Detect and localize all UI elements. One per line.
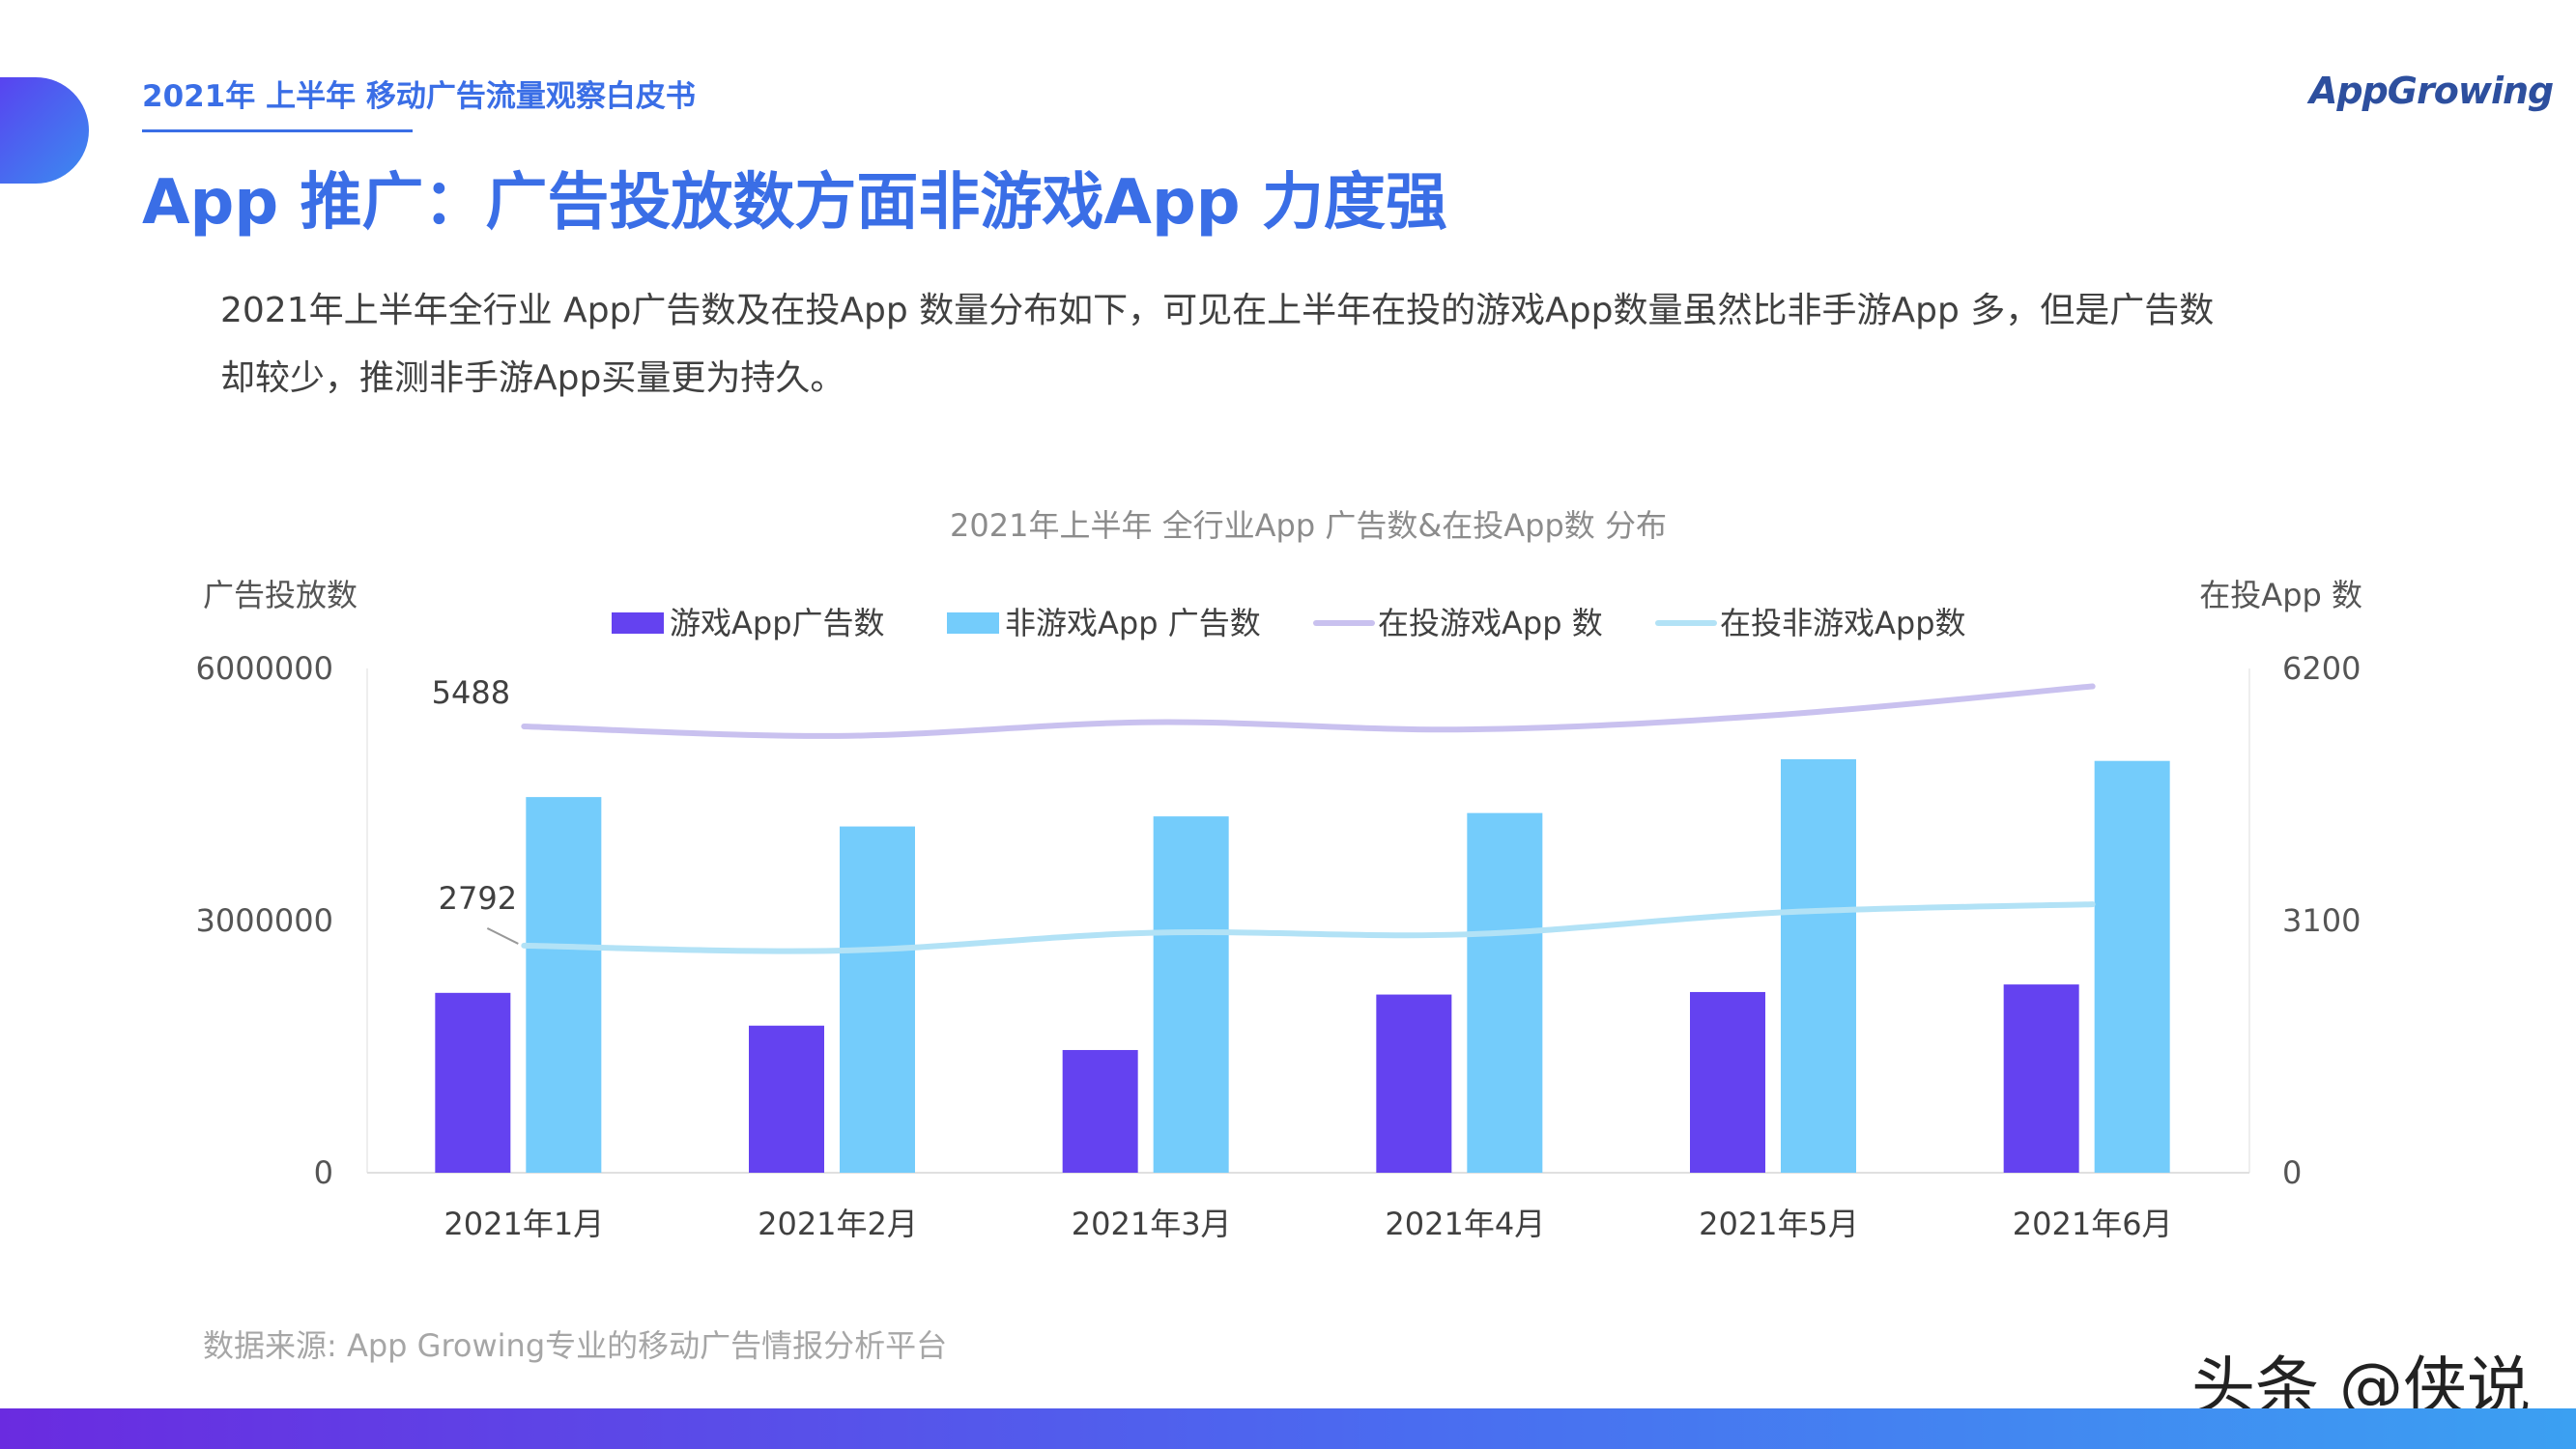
bar xyxy=(1781,758,1856,1173)
legend-label: 游戏App广告数 xyxy=(670,605,885,641)
legend-label: 在投非游戏App数 xyxy=(1720,605,1966,641)
description-line-2: 却较少，推测非手游App买量更为持久。 xyxy=(220,358,845,398)
bar xyxy=(840,826,915,1173)
y-tick-label: 3000000 xyxy=(195,902,333,939)
bar xyxy=(1376,994,1452,1173)
y-tick-label: 6000000 xyxy=(195,650,333,687)
bar xyxy=(435,992,511,1173)
y-tick-label: 0 xyxy=(314,1154,333,1191)
description: 2021年上半年全行业 App广告数及在投App 数量分布如下，可见在上半年在投… xyxy=(220,277,2385,412)
source-note: 数据来源: App Growing专业的移动广告情报分析平台 xyxy=(203,1327,948,1364)
y2-tick-label: 0 xyxy=(2282,1154,2302,1191)
x-tick-label: 2021年2月 xyxy=(758,1206,918,1242)
y2-tick-label: 3100 xyxy=(2282,902,2361,939)
x-tick-label: 2021年6月 xyxy=(2013,1206,2173,1242)
series-line xyxy=(521,901,2096,954)
legend-swatch xyxy=(612,612,664,634)
y2-tick-label: 6200 xyxy=(2282,650,2361,687)
series-line xyxy=(521,683,2096,739)
legend-swatch xyxy=(947,612,999,634)
bar xyxy=(1690,991,1765,1173)
brand-logo: AppGrowing xyxy=(2309,70,2554,112)
bar xyxy=(1062,1049,1138,1173)
x-tick-label: 2021年3月 xyxy=(1072,1206,1232,1242)
x-tick-label: 2021年5月 xyxy=(1699,1206,1859,1242)
legend-label: 在投游戏App 数 xyxy=(1378,605,1603,641)
decorative-blob xyxy=(0,77,89,184)
data-label: 5488 xyxy=(432,674,510,711)
legend-label: 非游戏App 广告数 xyxy=(1005,605,1261,641)
y2-axis-title: 在投App 数 xyxy=(2199,577,2362,613)
bottom-gradient-bar xyxy=(0,1408,2576,1449)
data-label: 2792 xyxy=(439,880,517,917)
chart-title: 2021年上半年 全行业App 广告数&在投App数 分布 xyxy=(950,507,1667,544)
x-tick-label: 2021年4月 xyxy=(1385,1206,1545,1242)
report-label-underline xyxy=(142,129,413,132)
y-axis-title: 广告投放数 xyxy=(203,577,358,613)
bar xyxy=(2094,760,2170,1173)
bar xyxy=(1467,812,1543,1173)
bar xyxy=(749,1025,824,1173)
description-line-1: 2021年上半年全行业 App广告数及在投App 数量分布如下，可见在上半年在投… xyxy=(220,291,2215,330)
bar xyxy=(2003,984,2079,1173)
page-title: App 推广：广告投放数方面非游戏App 力度强 xyxy=(142,167,1447,239)
data-label-leader xyxy=(486,927,519,945)
report-label: 2021年 上半年 移动广告流量观察白皮书 xyxy=(142,79,696,114)
bar xyxy=(1153,816,1229,1173)
x-tick-label: 2021年1月 xyxy=(444,1206,604,1242)
bar xyxy=(526,797,602,1173)
